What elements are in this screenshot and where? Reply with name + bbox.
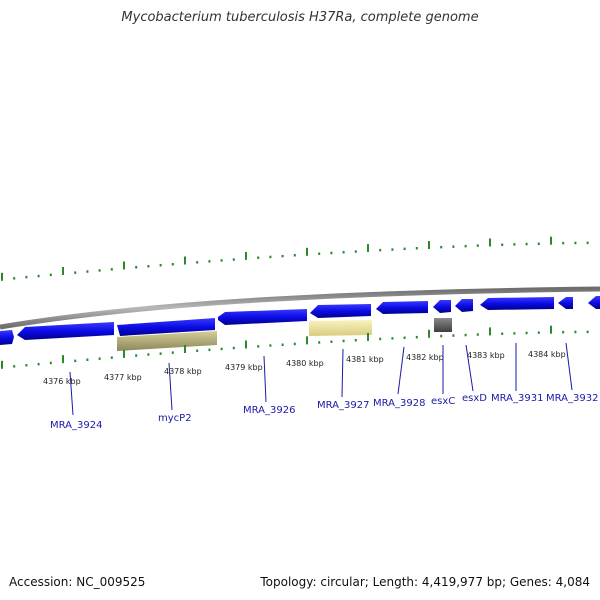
gene-label-mra-3926[interactable]: MRA_3926 xyxy=(243,405,295,416)
gene-label-leaders xyxy=(69,342,573,416)
genome-backbone xyxy=(0,286,600,330)
genome-summary: Topology: circular; Length: 4,419,977 bp… xyxy=(260,575,590,589)
leader-line xyxy=(397,346,405,395)
gene-arrow[interactable] xyxy=(433,300,451,313)
ruler-label: 4384 kbp xyxy=(528,350,566,359)
gene-label-mra-3931[interactable]: MRA_3931 xyxy=(491,393,543,404)
ruler-label: 4376 kbp xyxy=(43,377,81,386)
ruler-tick-row xyxy=(1,325,589,369)
gene-arrow[interactable] xyxy=(310,304,371,318)
forward-strand-genes xyxy=(0,296,600,345)
gene-arrow[interactable] xyxy=(17,322,114,340)
gene-label-mycp2[interactable]: mycP2 xyxy=(158,413,192,424)
gene-label-mra-3932[interactable]: MRA_3932 xyxy=(546,393,598,404)
ruler-label: 4381 kbp xyxy=(346,355,384,364)
gene-arrow[interactable] xyxy=(218,309,307,325)
ruler-labels: 4376 kbp 4377 kbp 4378 kbp 4379 kbp 4380… xyxy=(43,350,566,386)
gene-arrow[interactable] xyxy=(455,299,473,312)
gene-label-esxd[interactable]: esxD xyxy=(462,393,487,404)
ruler-label: 4382 kbp xyxy=(406,353,444,362)
leader-line xyxy=(565,342,573,391)
gene-label-mra-3927[interactable]: MRA_3927 xyxy=(317,400,369,411)
ruler-label: 4379 kbp xyxy=(225,363,263,372)
gene-label-mra-3924[interactable]: MRA_3924 xyxy=(50,420,102,431)
leader-line xyxy=(465,344,474,392)
ruler-label: 4378 kbp xyxy=(164,367,202,376)
gene-labels: MRA_3924 mycP2 MRA_3926 MRA_3927 MRA_392… xyxy=(50,393,598,431)
genome-title: Mycobacterium tuberculosis H37Ra, comple… xyxy=(121,10,479,25)
reverse-strand-features xyxy=(117,318,452,351)
gray-feature-bar[interactable] xyxy=(434,318,452,332)
gene-arrow[interactable] xyxy=(376,301,428,314)
leader-line xyxy=(69,371,74,416)
accession-label: Accession: NC_009525 xyxy=(9,575,146,589)
leader-line xyxy=(341,348,344,398)
gene-arrow[interactable] xyxy=(0,330,14,345)
rna-feature-bar[interactable] xyxy=(309,320,372,336)
gene-label-esxc[interactable]: esxC xyxy=(431,396,455,407)
leader-line xyxy=(263,355,267,403)
gene-arrow[interactable] xyxy=(558,297,573,309)
leader-line xyxy=(168,362,173,411)
gene-label-mra-3928[interactable]: MRA_3928 xyxy=(373,398,425,409)
ruler-label: 4377 kbp xyxy=(104,373,142,382)
gene-arrow[interactable] xyxy=(117,318,215,336)
ruler-label: 4383 kbp xyxy=(467,351,505,360)
gene-arrow[interactable] xyxy=(480,297,554,310)
gene-arrow[interactable] xyxy=(588,296,600,309)
ruler-label: 4380 kbp xyxy=(286,359,324,368)
outer-tick-row xyxy=(1,236,589,281)
mycp2-feature-bar[interactable] xyxy=(117,331,217,351)
